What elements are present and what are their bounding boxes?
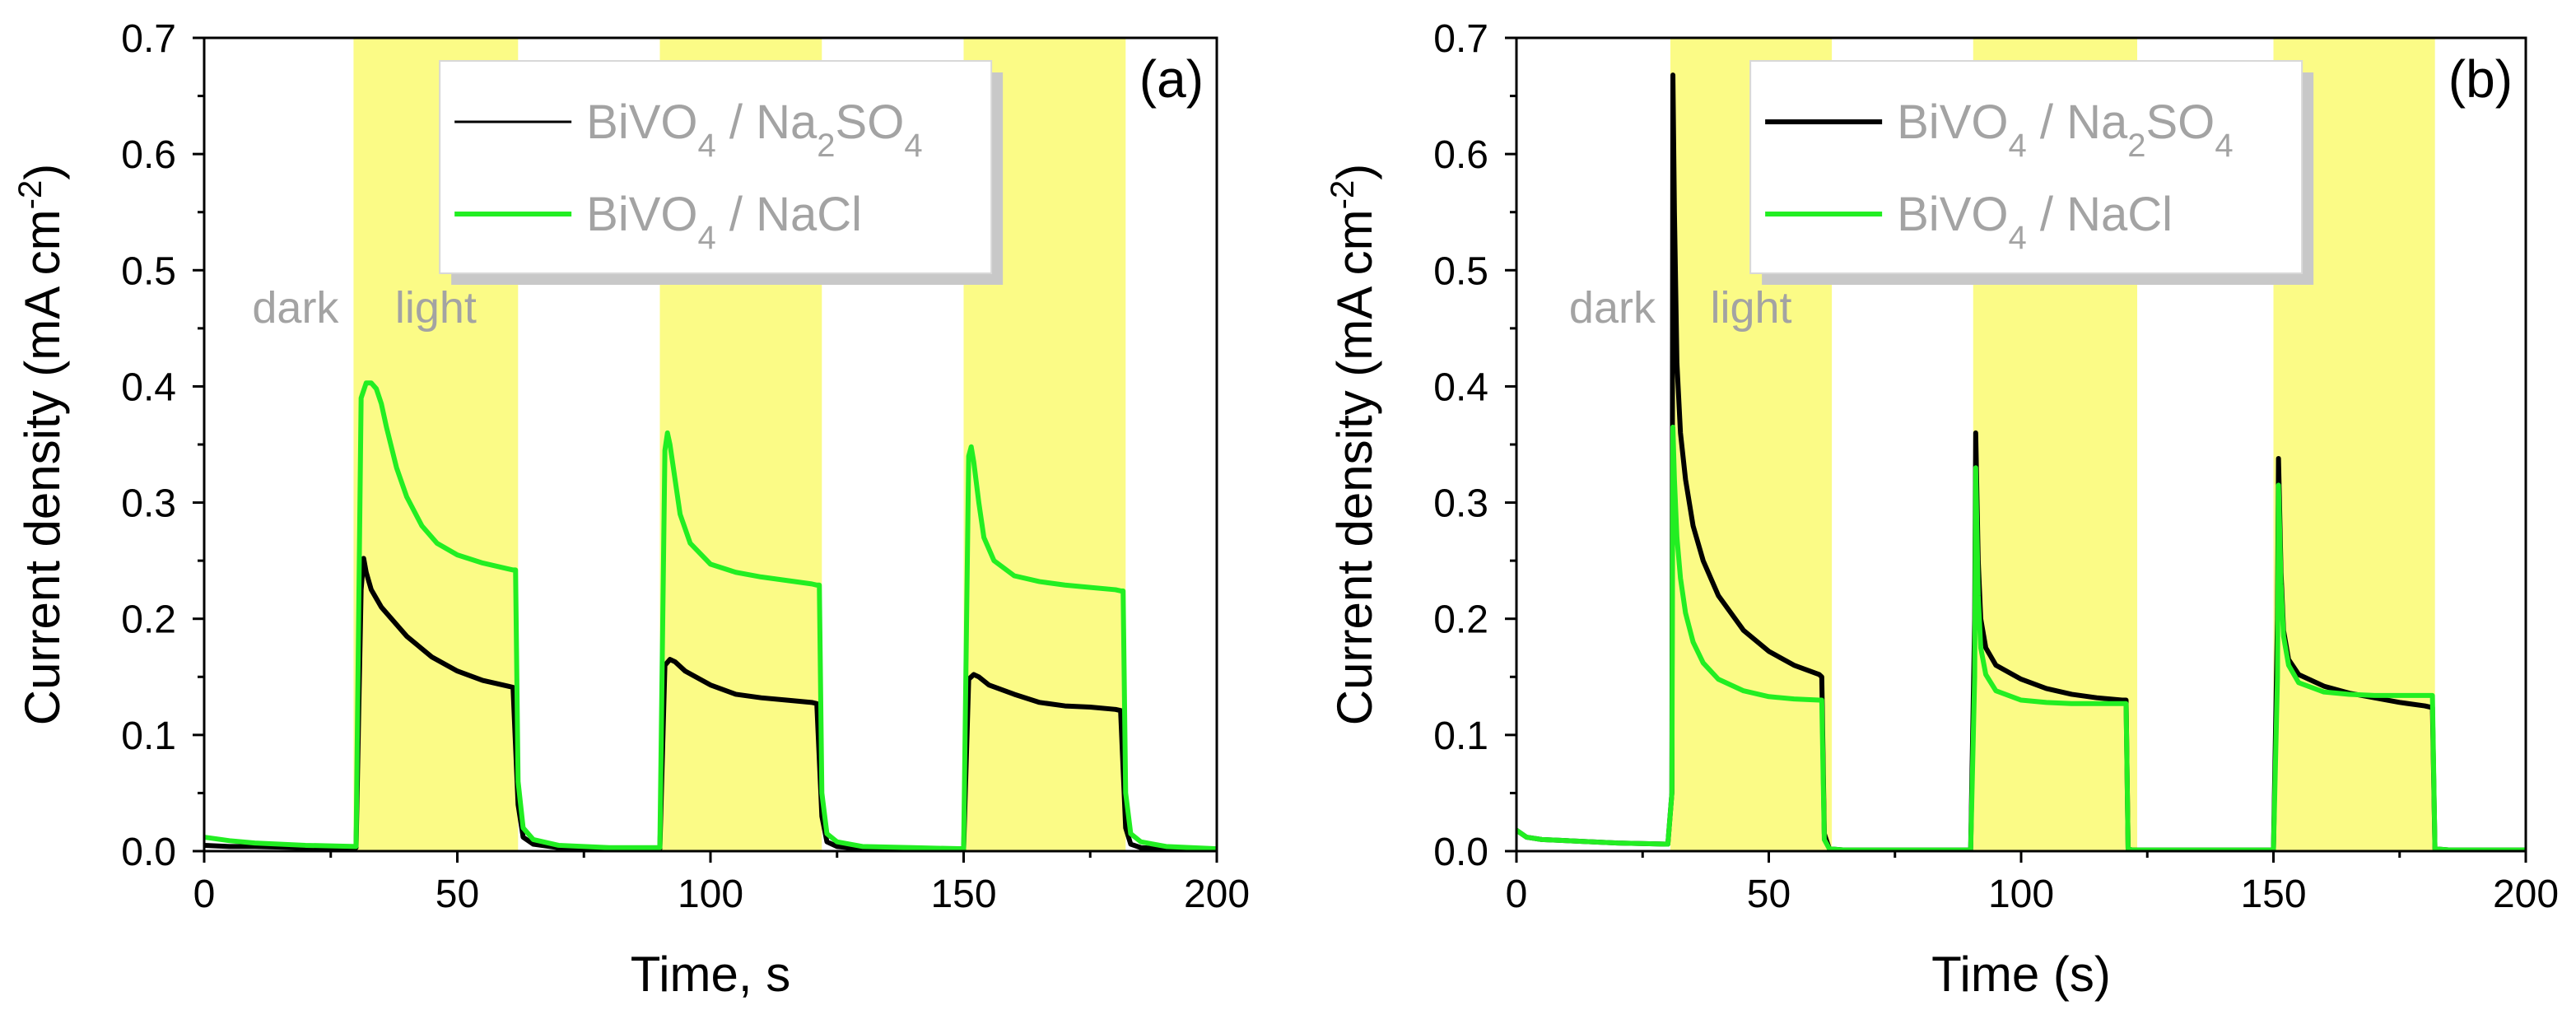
- x-tick-label: 50: [436, 873, 479, 916]
- legend-label-part: 4: [698, 220, 716, 256]
- y-axis-title-sup: -2: [12, 180, 49, 210]
- y-tick-label: 0.7: [1433, 17, 1488, 61]
- legend-label-part: / Na: [716, 95, 818, 149]
- x-axis-title: Time (s): [1931, 947, 2111, 1002]
- legend-label-part: BiVO: [1897, 188, 2008, 241]
- y-tick-label: 0.0: [121, 831, 176, 874]
- x-tick-label: 100: [1988, 873, 2054, 916]
- x-tick-label: 200: [1184, 873, 1250, 916]
- legend-label: BiVO4 / Na2SO4: [1897, 95, 2233, 164]
- legend-label-part: 2: [817, 128, 835, 164]
- panel-label: (a): [1139, 49, 1204, 109]
- x-tick-label: 150: [930, 873, 996, 916]
- series-line-nacl: [1516, 424, 2526, 851]
- y-axis-title-main: Current density (mA cm: [1327, 209, 1382, 725]
- y-axis-title-end: ): [15, 164, 70, 180]
- legend-label-part: SO: [836, 95, 905, 149]
- legend-label-part: BiVO: [1897, 95, 2008, 149]
- y-axis-title-main: Current density (mA cm: [15, 209, 70, 725]
- y-tick-label: 0.2: [121, 598, 176, 642]
- dark-region-label: dark: [252, 283, 339, 333]
- y-tick-label: 0.2: [1433, 598, 1488, 642]
- x-tick-label: 0: [193, 873, 216, 916]
- legend-label-part: / Na: [2027, 95, 2128, 149]
- y-axis-title: Current density (mA cm-2): [1325, 164, 1382, 725]
- y-tick-label: 0.6: [121, 133, 176, 177]
- legend-label-part: BiVO: [586, 95, 697, 149]
- y-tick-label: 0.5: [1433, 249, 1488, 293]
- y-tick-label: 0.4: [121, 365, 176, 409]
- x-tick-label: 50: [1747, 873, 1791, 916]
- y-tick-label: 0.4: [1433, 365, 1488, 409]
- y-axis-title-sup: -2: [1325, 180, 1361, 210]
- x-tick-label: 0: [1506, 873, 1528, 916]
- plot-frame: [1515, 36, 2527, 853]
- y-tick-label: 0.1: [1433, 714, 1488, 758]
- series-line-na2so4: [1516, 72, 2526, 851]
- legend-label-part: 4: [904, 128, 922, 164]
- x-tick-label: 100: [678, 873, 743, 916]
- y-tick-label: 0.7: [121, 17, 176, 61]
- light-region-label: light: [395, 283, 477, 333]
- plot-frame: [203, 36, 1218, 853]
- y-tick-label: 0.3: [121, 482, 176, 526]
- legend-label: BiVO4 / Na2SO4: [586, 95, 922, 164]
- y-axis-title-end: ): [1327, 164, 1382, 180]
- y-tick-label: 0.5: [121, 249, 176, 293]
- light-region-label: light: [1711, 283, 1792, 333]
- y-tick-label: 0.1: [121, 714, 176, 758]
- series-line-nacl: [204, 380, 1217, 851]
- dark-region-label: dark: [1569, 283, 1656, 333]
- legend-box: [439, 60, 993, 274]
- legend-label-part: SO: [2146, 95, 2215, 149]
- legend-label-part: 4: [2009, 128, 2027, 164]
- legend-label-part: / NaCl: [716, 188, 862, 241]
- legend-label: BiVO4 / NaCl: [1897, 188, 2173, 256]
- x-tick-label: 150: [2240, 873, 2306, 916]
- panel-label: (b): [2448, 49, 2513, 109]
- legend-label-part: BiVO: [586, 188, 697, 241]
- legend-label-part: 4: [2215, 128, 2233, 164]
- legend-box: [1749, 60, 2303, 274]
- legend-label-part: / NaCl: [2027, 188, 2173, 241]
- legend-label: BiVO4 / NaCl: [586, 188, 862, 256]
- legend-label-part: 2: [2127, 128, 2145, 164]
- y-tick-label: 0.6: [1433, 133, 1488, 177]
- y-axis-title: Current density (mA cm-2): [12, 164, 70, 725]
- legend-label-part: 4: [2009, 220, 2027, 256]
- y-tick-label: 0.0: [1433, 831, 1488, 874]
- y-tick-label: 0.3: [1433, 482, 1488, 526]
- x-tick-label: 200: [2493, 873, 2559, 916]
- legend-label-part: 4: [698, 128, 716, 164]
- series-line-na2so4: [204, 556, 1217, 851]
- x-axis-title: Time, s: [631, 947, 790, 1002]
